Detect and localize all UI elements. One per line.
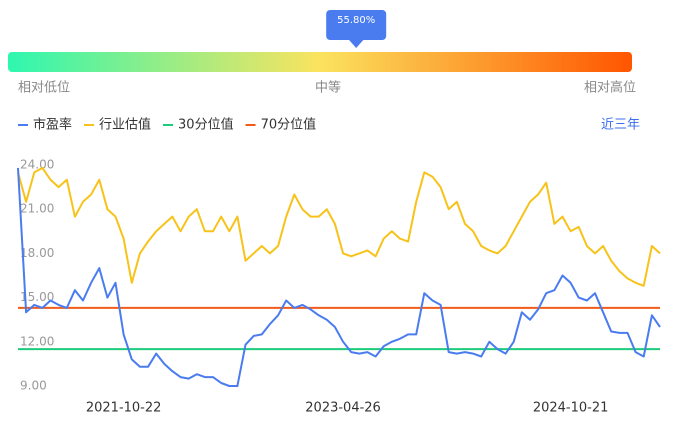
gauge-pointer: [348, 39, 365, 48]
legend-label: 30分位值: [178, 117, 234, 133]
y-tick-label: 9.00: [20, 378, 47, 392]
gauge-value: 55.80%: [337, 15, 375, 26]
y-tick-label: 24.00: [20, 157, 54, 171]
x-tick-label: 2021-10-22: [86, 401, 162, 416]
gauge-label: 相对高位: [584, 80, 636, 96]
gauge-marker: [326, 10, 387, 40]
gauge-label: 相对低位: [18, 81, 70, 96]
x-tick-label: 2023-04-26: [305, 401, 381, 416]
series-line: [17, 167, 661, 387]
y-tick-label: 12.00: [20, 334, 54, 348]
x-tick-label: 2024-10-21: [533, 401, 609, 416]
y-tick-label: 18.00: [20, 246, 54, 260]
gauge-label: 中等: [315, 80, 341, 96]
gauge-bar: [8, 52, 632, 72]
legend-label: 行业估值: [99, 117, 151, 133]
legend-label: 市盈率: [33, 117, 72, 133]
legend-label: 70分位值: [261, 117, 317, 133]
y-tick-label: 15.00: [20, 290, 54, 304]
y-tick-label: 21.00: [20, 202, 54, 216]
series-line: [17, 166, 661, 287]
period-button[interactable]: 近三年: [601, 118, 640, 133]
